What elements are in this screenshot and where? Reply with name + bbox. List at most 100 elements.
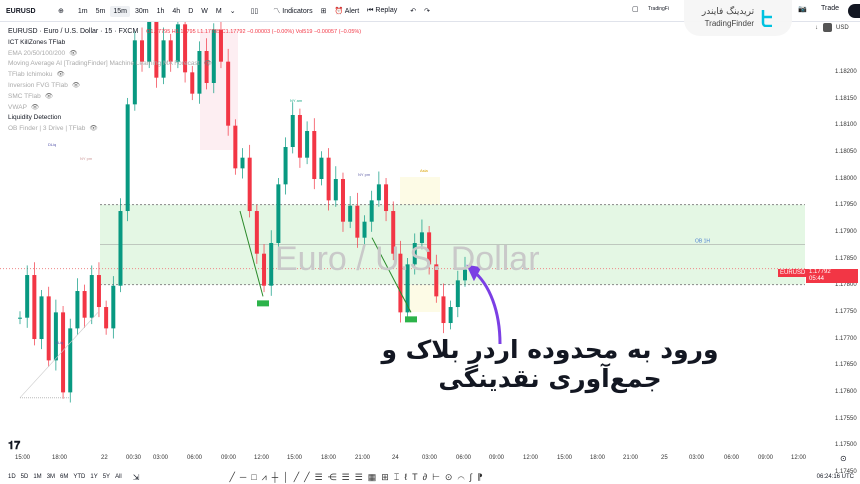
price-tick: 1.18000 — [835, 175, 857, 182]
eye-icon[interactable]: 👁 — [71, 81, 81, 89]
candle-body — [269, 243, 274, 286]
eye-icon[interactable]: 👁 — [89, 125, 98, 133]
price-tick: 1.17650 — [835, 362, 857, 369]
range-5Y[interactable]: 5Y — [102, 474, 111, 480]
indicator-label: Inversion FVG TFlab — [8, 81, 68, 89]
replay-button[interactable]: ⏮ Replay — [367, 7, 398, 14]
indicator-item[interactable]: EMA 20/50/100/200 👁 — [8, 49, 361, 60]
chart-area[interactable]: OB 1H NY pm NY am NY pm Asia DLiq DLiq Euro / … — [0, 22, 805, 440]
candle-body — [168, 40, 173, 62]
candle-body — [197, 51, 202, 94]
range-All[interactable]: All — [115, 474, 122, 480]
arrow-icon[interactable]: ↓ — [815, 25, 818, 31]
templates-icon[interactable]: ⊞ — [320, 8, 327, 15]
candle-body — [104, 307, 109, 329]
eye-icon[interactable]: 👁 — [56, 71, 65, 79]
chevron-down-icon[interactable]: ⌄ — [229, 8, 236, 15]
time-tick: 06:00 — [187, 455, 203, 461]
indicator-label: Liquidity Detection — [8, 114, 62, 122]
liquidity-line — [239, 210, 264, 297]
indicator-item[interactable]: TFlab Ichimoku 👁 — [8, 70, 361, 81]
alert-button[interactable]: ⏰ Alert — [334, 8, 360, 15]
time-tick: 12:00 — [791, 455, 807, 461]
range-1Y[interactable]: 1Y — [90, 474, 98, 480]
indicator-label: Moving Average AI [TradingFinder] Machin… — [8, 60, 200, 68]
tradingview-logo[interactable]: 𝟏𝟕 — [8, 440, 21, 452]
timeframe-4h[interactable]: 4h — [172, 7, 181, 15]
candle-body — [240, 157, 245, 169]
save-button[interactable]: TradingFi — [648, 6, 669, 12]
camera-icon[interactable]: 📷 — [798, 6, 807, 13]
timeframe-D[interactable]: D — [188, 7, 194, 15]
candle-body — [89, 275, 94, 318]
timeframe-1h[interactable]: 1h — [156, 7, 165, 15]
price-axis[interactable]: ↓ USD 1.18200 1.18150 1.18100 1.18050 1.1800… — [805, 22, 860, 475]
indicator-item[interactable]: VWAP 👁 — [8, 103, 361, 114]
indicator-item[interactable]: OB Finder | 3 Drive | TFlab 👁 — [8, 124, 361, 135]
utc-clock[interactable]: 06:24:16 UTC — [816, 474, 854, 480]
candle-body — [384, 184, 389, 212]
timeframe-15m[interactable]: 15m — [110, 5, 130, 17]
bar-style-icon[interactable]: ▯▯ — [250, 8, 259, 15]
time-tick: 00:30 — [126, 455, 142, 461]
range-YTD[interactable]: YTD — [73, 474, 86, 480]
eye-icon[interactable]: 👁 — [44, 92, 54, 100]
candle-body — [190, 72, 195, 94]
auto-scale-icon[interactable] — [823, 23, 832, 32]
indicator-list: ICT KillZones TFlab EMA 20/50/100/200 👁 Mov… — [8, 38, 361, 135]
candle-body — [118, 211, 123, 286]
candle-body — [283, 147, 288, 185]
indicator-item[interactable]: Inversion FVG TFlab 👁 — [8, 81, 361, 92]
indicators-button[interactable]: 〽 Indicators — [273, 8, 313, 15]
range-1D[interactable]: 1D — [8, 474, 16, 480]
range-6M[interactable]: 6M — [60, 474, 69, 480]
candle-body — [111, 285, 116, 329]
alert-label: Alert — [344, 8, 360, 15]
time-tick: 09:00 — [758, 455, 774, 461]
settings-icon[interactable]: ⊙ — [840, 454, 847, 463]
price-tick: 1.17750 — [835, 309, 857, 316]
layout-icon[interactable]: ▢ — [632, 6, 639, 13]
price-tick: 1.18200 — [835, 69, 857, 75]
eye-icon[interactable]: 👁 — [203, 60, 212, 68]
range-5D[interactable]: 5D — [20, 474, 29, 480]
indicator-label: EMA 20/50/100/200 — [8, 49, 66, 57]
timeframe-5m[interactable]: 5m — [95, 7, 106, 15]
candle-body — [340, 179, 345, 222]
redo-icon[interactable]: ↷ — [424, 8, 430, 15]
symbol-search[interactable]: EURUSD — [6, 7, 36, 15]
publish-button[interactable] — [848, 4, 860, 18]
timeframe-M[interactable]: M — [215, 7, 222, 15]
time-tick: 22 — [101, 455, 108, 461]
indicator-item[interactable]: Moving Average AI [TradingFinder] Machin… — [8, 59, 361, 70]
time-axis[interactable]: 15:00 18:00 22 00:30 03:00 06:00 09:00 12:00 15:… — [0, 455, 807, 467]
ohlc-values: O1.17795 H1.17795 L1.17785 C1.17792 −0.0… — [146, 29, 362, 35]
candle-body — [262, 253, 267, 286]
range-3M[interactable]: 3M — [46, 474, 56, 480]
candle-body — [326, 157, 331, 201]
candle-body — [226, 61, 231, 126]
time-tick: 09:00 — [489, 455, 505, 461]
timeframe-W[interactable]: W — [201, 7, 208, 15]
timeframe-1m[interactable]: 1m — [77, 7, 88, 15]
indicator-item[interactable]: ICT KillZones TFlab — [8, 38, 361, 49]
indicator-item[interactable]: Liquidity Detection — [8, 113, 361, 124]
eye-icon[interactable]: 👁 — [69, 49, 78, 57]
currency-select[interactable]: USD — [836, 25, 849, 31]
undo-icon[interactable]: ↶ — [410, 8, 417, 15]
eye-icon[interactable]: 👁 — [30, 103, 40, 111]
compare-icon[interactable]: ⊕ — [58, 8, 64, 15]
range-1M[interactable]: 1M — [33, 474, 42, 480]
time-tick: 18:00 — [52, 455, 68, 461]
price-tick: 1.18050 — [835, 149, 857, 155]
indicators-label: Indicators — [282, 8, 313, 15]
candle-body — [175, 24, 180, 62]
price-tick: 1.17550 — [835, 415, 857, 422]
candle-body — [18, 317, 22, 319]
timeframe-30m[interactable]: 30m — [134, 7, 149, 15]
goto-date-icon[interactable]: ⇲ — [132, 472, 140, 482]
price-chart[interactable]: OB 1H NY pm NY am NY pm Asia DLiq DLiq — [0, 22, 805, 440]
time-tick: 15:00 — [287, 455, 303, 461]
trade-button[interactable]: Trade — [821, 5, 840, 12]
indicator-item[interactable]: SMC TFlab 👁 — [8, 92, 361, 103]
